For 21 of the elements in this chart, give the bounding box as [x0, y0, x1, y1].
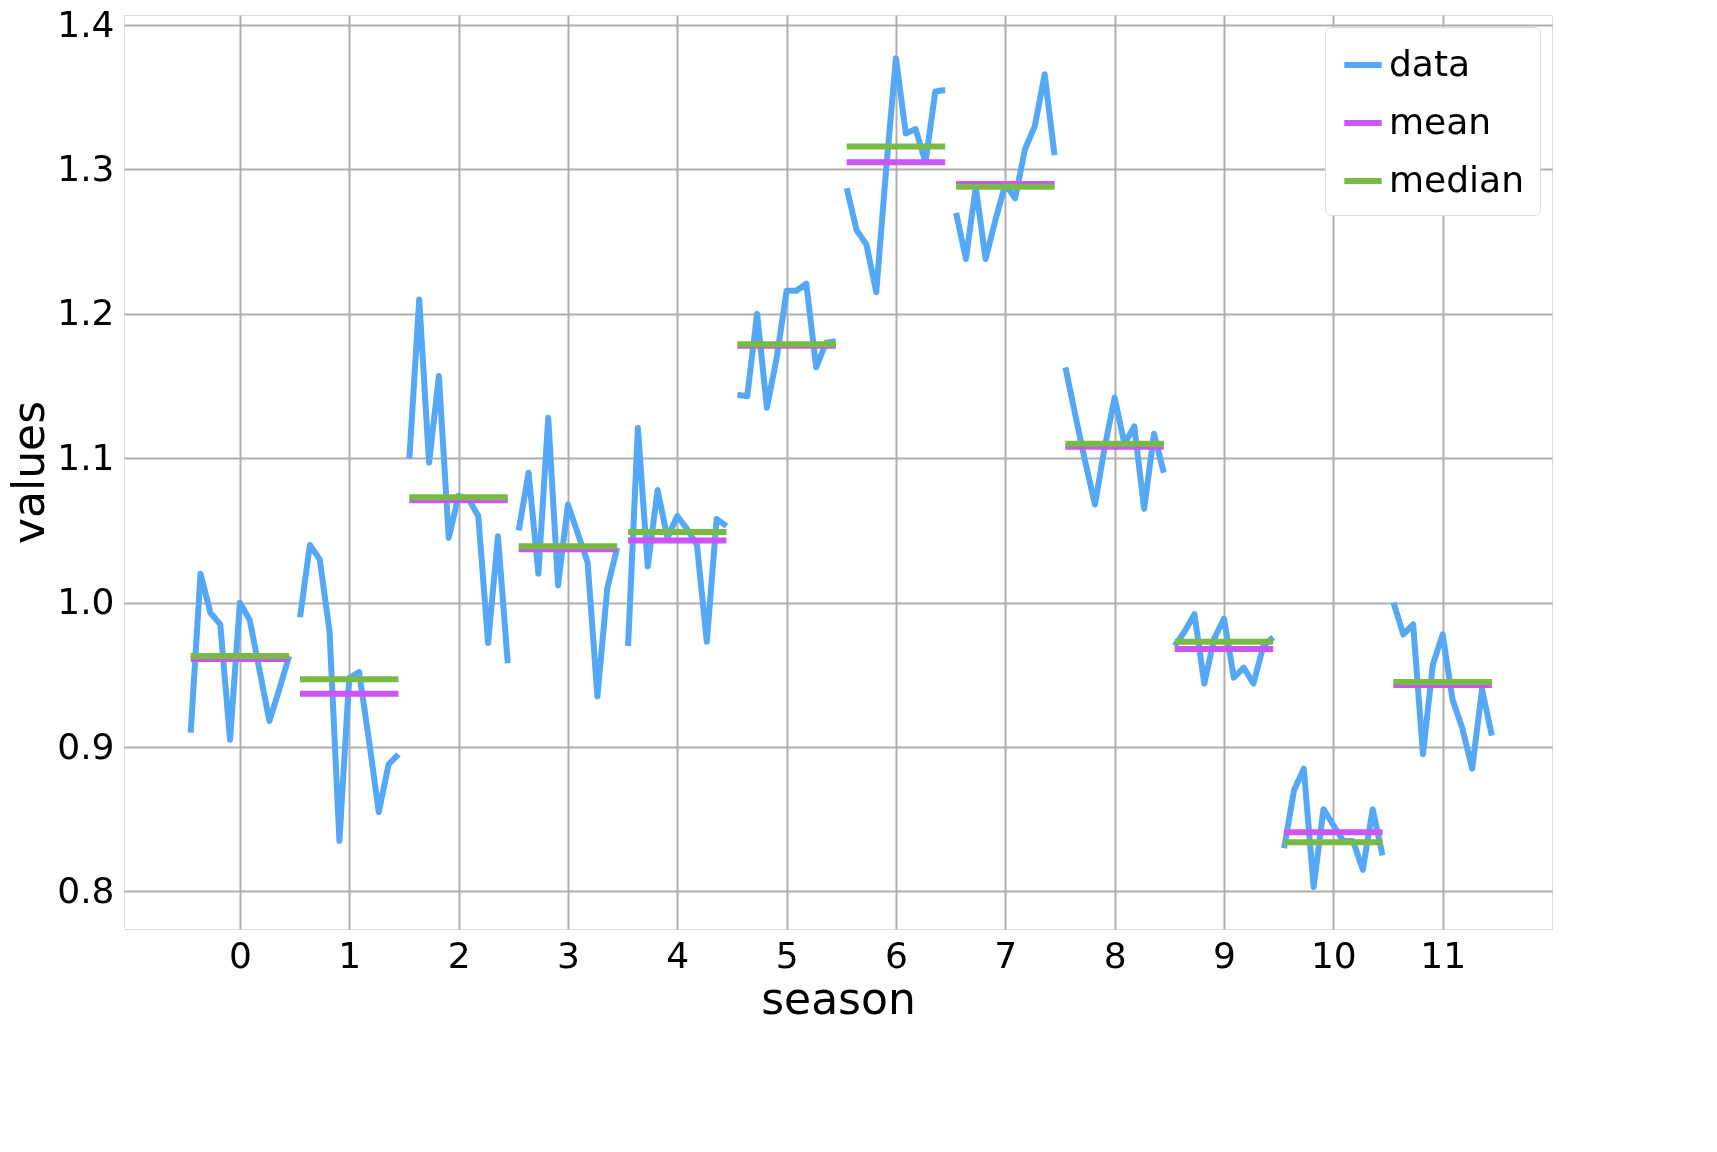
y-tick-label: 0.8 — [57, 869, 115, 911]
y-tick-label: 0.9 — [57, 725, 115, 767]
x-tick-label: 3 — [556, 934, 580, 976]
x-tick-label: 10 — [1310, 934, 1357, 976]
y-axis-title: values — [3, 400, 55, 545]
x-tick-label: 11 — [1420, 934, 1467, 976]
legend-label: data — [1389, 43, 1471, 84]
x-tick-label: 0 — [228, 934, 252, 976]
x-tick-label: 7 — [994, 934, 1018, 976]
x-tick-label: 1 — [338, 934, 362, 976]
legend-label: median — [1389, 159, 1524, 200]
legend-label: mean — [1389, 101, 1492, 142]
y-tick-label: 1.1 — [57, 436, 115, 478]
y-tick-label: 1.0 — [57, 581, 115, 623]
x-tick-label: 9 — [1213, 934, 1236, 976]
y-tick-label: 1.3 — [57, 148, 115, 189]
y-tick-label: 1.4 — [57, 3, 115, 45]
y-tick-label: 1.2 — [57, 292, 115, 334]
x-tick-label: 4 — [666, 934, 690, 976]
x-tick-label: 2 — [447, 934, 471, 976]
x-tick-label: 8 — [1103, 934, 1127, 976]
